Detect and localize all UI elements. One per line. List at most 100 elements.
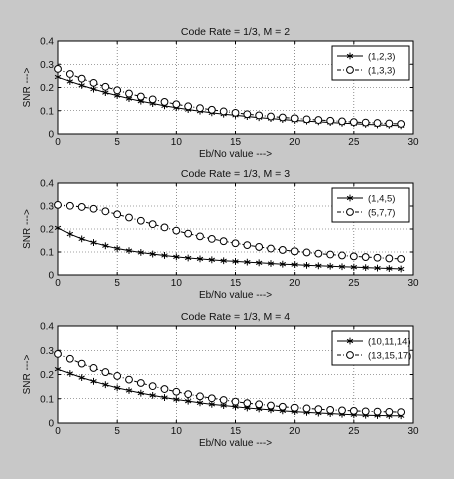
star-marker bbox=[255, 259, 263, 267]
star-marker bbox=[102, 381, 109, 389]
circle-marker bbox=[54, 349, 62, 358]
circle-marker bbox=[231, 239, 240, 248]
star-marker bbox=[125, 247, 133, 255]
circle-marker bbox=[207, 394, 216, 403]
circle-marker bbox=[196, 392, 204, 401]
chart-panel-3: 0 5 10 15 20 25 30 0 0.1 0.2 0.3 0.4 Code Rate = 1/3… bbox=[22, 311, 419, 449]
star-marker bbox=[161, 252, 168, 259]
circle-marker bbox=[160, 223, 169, 232]
star-marker bbox=[90, 239, 97, 246]
chart-panel-2: 0 5 10 15 20 25 30 0 0.1 0.2 0.3 0.4 Code Rate = 1/3… bbox=[22, 168, 419, 301]
circle-marker bbox=[101, 368, 110, 376]
circle-marker bbox=[349, 406, 358, 415]
x-tick-label: 30 bbox=[407, 137, 419, 148]
circle-marker bbox=[148, 220, 157, 229]
x-tick-label: 0 bbox=[55, 137, 61, 148]
circle-marker bbox=[278, 113, 287, 122]
circle-marker bbox=[101, 207, 110, 216]
x-tick-label: 25 bbox=[348, 426, 360, 437]
legend-label: (10,11,14) bbox=[368, 337, 411, 348]
star-marker bbox=[149, 391, 156, 399]
circle-marker bbox=[231, 108, 240, 117]
legend-label: (1,3,3) bbox=[368, 66, 395, 77]
y-tick-label: 0.1 bbox=[40, 248, 54, 259]
circle-marker bbox=[148, 382, 157, 391]
legend-box bbox=[331, 45, 410, 81]
y-tick-label: 0.3 bbox=[40, 60, 54, 71]
x-axis-label: Eb/No value ---> bbox=[199, 149, 272, 160]
chart-title: Code Rate = 1/3, M = 2 bbox=[181, 26, 290, 38]
circle-marker bbox=[397, 408, 406, 416]
circle-marker bbox=[243, 241, 252, 250]
y-tick-label: 0.1 bbox=[40, 394, 54, 405]
star-marker bbox=[102, 89, 109, 97]
circle-marker bbox=[160, 98, 169, 106]
circle-marker bbox=[346, 66, 354, 74]
circle-marker bbox=[219, 107, 228, 116]
star-marker bbox=[196, 255, 204, 263]
circle-marker bbox=[338, 406, 346, 415]
y-tick-label: 0 bbox=[48, 419, 54, 430]
y-tick-label: 0.4 bbox=[40, 37, 54, 48]
circle-marker bbox=[326, 250, 335, 259]
star-marker bbox=[220, 257, 227, 265]
y-tick-label: 0.3 bbox=[40, 202, 54, 213]
circle-marker bbox=[302, 115, 311, 124]
circle-marker bbox=[148, 95, 157, 104]
y-tick-label: 0.2 bbox=[40, 225, 54, 236]
circle-marker bbox=[125, 375, 133, 384]
legend: (10,11,14) (13,15,17) bbox=[331, 330, 411, 366]
legend: (1,2,3) (1,3,3) bbox=[331, 45, 410, 81]
y-axis-label: SNR ---> bbox=[22, 209, 33, 249]
circle-marker bbox=[196, 232, 204, 241]
x-tick-label: 15 bbox=[230, 137, 242, 148]
star-marker bbox=[346, 337, 354, 345]
star-marker bbox=[173, 396, 180, 403]
legend-label: (13,15,17) bbox=[368, 351, 411, 362]
circle-marker bbox=[267, 401, 275, 410]
chart-panel-1: 0 5 10 15 20 25 30 0 0.1 0.2 0.3 0.4 Code Rate = 1/3… bbox=[22, 26, 419, 160]
chart-title: Code Rate = 1/3, M = 3 bbox=[181, 168, 290, 180]
star-marker bbox=[173, 253, 180, 261]
y-tick-label: 0.4 bbox=[40, 322, 54, 333]
series-2 bbox=[54, 200, 406, 263]
circle-marker bbox=[278, 246, 287, 254]
star-marker bbox=[362, 264, 369, 272]
x-tick-label: 25 bbox=[348, 278, 360, 289]
circle-marker bbox=[65, 354, 74, 363]
circle-marker bbox=[385, 254, 394, 263]
circle-marker bbox=[65, 201, 74, 210]
star-marker bbox=[386, 265, 393, 272]
circle-marker bbox=[125, 89, 133, 98]
circle-marker bbox=[278, 402, 287, 411]
star-marker bbox=[397, 265, 405, 273]
circle-marker bbox=[267, 244, 275, 253]
circle-marker bbox=[172, 100, 181, 109]
circle-marker bbox=[302, 248, 311, 257]
circle-marker bbox=[207, 234, 216, 243]
circle-marker bbox=[196, 104, 204, 113]
x-tick-label: 30 bbox=[407, 278, 419, 289]
circle-marker bbox=[136, 216, 145, 225]
y-tick-label: 0 bbox=[48, 130, 54, 141]
circle-marker bbox=[385, 407, 394, 416]
circle-marker bbox=[77, 74, 86, 83]
star-marker bbox=[279, 260, 287, 268]
circle-marker bbox=[172, 387, 181, 396]
star-marker bbox=[66, 78, 74, 85]
x-tick-label: 0 bbox=[55, 426, 61, 437]
series-line bbox=[57, 368, 402, 417]
circle-marker bbox=[77, 359, 86, 368]
y-tick-label: 0 bbox=[48, 271, 54, 282]
legend-box bbox=[331, 330, 410, 366]
x-tick-label: 0 bbox=[55, 278, 61, 289]
star-marker bbox=[78, 235, 85, 243]
star-marker bbox=[208, 400, 216, 408]
star-marker bbox=[78, 374, 85, 382]
star-marker bbox=[208, 256, 216, 264]
circle-marker bbox=[326, 406, 335, 414]
x-axis-label: Eb/No value ---> bbox=[199, 290, 272, 301]
x-tick-label: 15 bbox=[230, 426, 242, 437]
circle-marker bbox=[314, 405, 323, 414]
series-2 bbox=[54, 65, 406, 128]
